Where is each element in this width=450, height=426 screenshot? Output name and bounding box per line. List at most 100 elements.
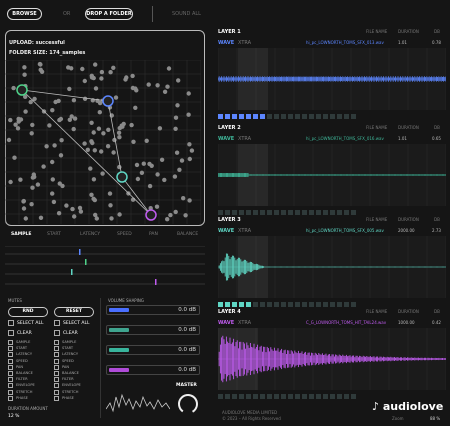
step-square[interactable] (253, 114, 258, 119)
step-square[interactable] (281, 302, 286, 307)
step-square[interactable] (281, 394, 286, 399)
sample-dot[interactable] (99, 149, 104, 154)
step-square[interactable] (218, 394, 223, 399)
xtra-tab[interactable]: XTRA (238, 40, 252, 46)
sample-dot[interactable] (93, 212, 98, 218)
mute-option-checkbox[interactable] (8, 346, 13, 352)
step-square[interactable] (232, 210, 237, 215)
sample-dot[interactable] (157, 126, 163, 131)
step-square[interactable] (351, 394, 356, 399)
xtra-tab[interactable]: XTRA (238, 136, 252, 142)
sample-dot[interactable] (29, 202, 34, 207)
volume-row-4[interactable]: 0.0 dB (106, 365, 200, 375)
clear-checkbox-right[interactable] (54, 330, 60, 336)
sample-dot[interactable] (59, 138, 64, 143)
browse-button[interactable]: BROWSE (7, 8, 42, 20)
step-square[interactable] (232, 114, 237, 119)
mute-option-checkbox[interactable] (8, 364, 13, 370)
sample-map[interactable] (5, 60, 201, 224)
step-square[interactable] (218, 210, 223, 215)
sample-dot[interactable] (50, 108, 55, 113)
step-square[interactable] (246, 394, 251, 399)
sample-dot[interactable] (58, 153, 64, 158)
step-square[interactable] (246, 302, 251, 307)
sample-dot[interactable] (130, 73, 135, 79)
sample-dot[interactable] (186, 112, 191, 117)
select-all-checkbox-left[interactable] (8, 320, 14, 326)
tab-pan[interactable]: PAN (149, 232, 158, 237)
tab-sample[interactable]: SAMPLE (11, 232, 32, 237)
sample-dot[interactable] (173, 115, 179, 120)
sample-dot[interactable] (139, 170, 145, 175)
sample-dot[interactable] (72, 214, 77, 219)
sample-dot[interactable] (111, 150, 116, 155)
sample-dot[interactable] (135, 176, 141, 182)
sample-dot[interactable] (67, 117, 72, 122)
sample-dot[interactable] (172, 174, 178, 179)
sample-dot[interactable] (18, 177, 23, 182)
sample-dot[interactable] (50, 191, 55, 196)
sample-dot[interactable] (70, 206, 75, 212)
step-square[interactable] (232, 394, 237, 399)
mute-option-checkbox[interactable] (54, 358, 59, 364)
node-layer-1[interactable] (102, 95, 114, 107)
mute-option-checkbox[interactable] (54, 377, 59, 383)
step-square[interactable] (302, 114, 307, 119)
step-square[interactable] (351, 210, 356, 215)
sample-dot[interactable] (89, 120, 94, 125)
step-square[interactable] (218, 302, 223, 307)
sample-dot[interactable] (97, 100, 103, 106)
step-square[interactable] (239, 210, 244, 215)
sample-dot[interactable] (146, 82, 151, 87)
sample-dot[interactable] (174, 150, 180, 155)
sample-dot[interactable] (56, 211, 62, 216)
sample-dot[interactable] (93, 62, 98, 67)
step-square[interactable] (260, 302, 265, 307)
sample-dot[interactable] (121, 121, 126, 127)
sample-dot[interactable] (51, 199, 57, 205)
step-square[interactable] (309, 114, 314, 119)
sample-dot[interactable] (53, 99, 58, 105)
sample-dot[interactable] (189, 148, 195, 153)
step-square[interactable] (288, 114, 293, 119)
step-square[interactable] (337, 210, 342, 215)
step-square[interactable] (225, 302, 230, 307)
sample-dot[interactable] (38, 215, 44, 220)
master-knob[interactable] (176, 392, 200, 416)
sample-dot[interactable] (67, 86, 72, 92)
sample-dot[interactable] (100, 171, 105, 176)
step-square[interactable] (267, 302, 272, 307)
sample-dot[interactable] (93, 86, 99, 91)
slider-handle-1[interactable] (79, 249, 81, 255)
sample-dot[interactable] (11, 85, 16, 91)
sample-dot[interactable] (38, 67, 43, 72)
sample-dot[interactable] (99, 69, 105, 75)
step-square[interactable] (337, 302, 342, 307)
sample-dot[interactable] (32, 96, 37, 102)
waveform-display[interactable] (218, 236, 446, 298)
sample-dot[interactable] (72, 116, 78, 121)
sample-dot[interactable] (176, 78, 181, 83)
step-square[interactable] (239, 114, 244, 119)
sample-dot[interactable] (133, 105, 138, 110)
sample-dot[interactable] (88, 166, 93, 171)
sample-dot[interactable] (165, 217, 170, 222)
step-square[interactable] (316, 394, 321, 399)
mute-option-checkbox[interactable] (8, 383, 13, 389)
step-square[interactable] (309, 394, 314, 399)
sample-dot[interactable] (155, 83, 160, 88)
step-square[interactable] (246, 210, 251, 215)
step-square[interactable] (309, 210, 314, 215)
waveform-display[interactable] (218, 48, 446, 110)
step-square[interactable] (344, 210, 349, 215)
sample-dot[interactable] (58, 116, 64, 122)
mute-option-checkbox[interactable] (54, 340, 59, 345)
step-square[interactable] (351, 114, 356, 119)
sample-dot[interactable] (21, 206, 27, 211)
sample-dot[interactable] (166, 66, 172, 71)
sample-dot[interactable] (8, 117, 13, 123)
sample-dot[interactable] (16, 116, 21, 122)
sample-dot[interactable] (23, 94, 28, 99)
sample-dot[interactable] (77, 205, 83, 211)
step-square[interactable] (239, 394, 244, 399)
